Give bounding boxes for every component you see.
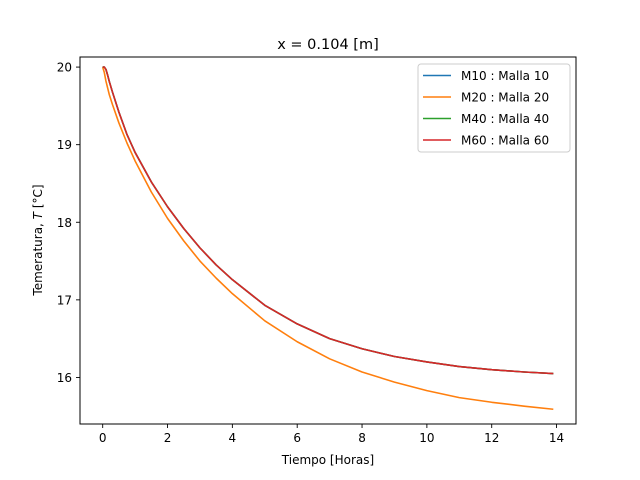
y-axis-label-unit: [°C] — [31, 184, 45, 212]
legend-label-1: M10 : Malla 10 — [461, 69, 549, 83]
legend-items: M10 : Malla 10 M20 : Malla 20 M40 : Malla … — [423, 69, 549, 148]
legend-label-4: M60 : Malla 60 — [461, 134, 549, 148]
y-tick-label: 17 — [57, 293, 72, 307]
y-axis-label: Temeratura, T [°C] — [31, 184, 45, 296]
plot-frame — [79, 56, 577, 425]
series-line-2 — [101, 66, 554, 411]
x-tick-label: 6 — [293, 431, 301, 445]
x-tick-label: 8 — [358, 431, 366, 445]
x-tick-label: 4 — [229, 431, 237, 445]
x-axis: 0 2 4 6 8 10 12 14 — [99, 424, 564, 445]
x-axis-label: Tiempo [Horas] — [281, 453, 374, 467]
y-axis-label-prefix: Temeratura, — [31, 219, 45, 296]
legend-box — [417, 63, 571, 153]
x-tick-label: 12 — [484, 431, 499, 445]
y-tick-label: 20 — [57, 61, 72, 75]
x-tick-label: 0 — [99, 431, 107, 445]
y-tick-label: 18 — [57, 216, 72, 230]
series-lines — [101, 66, 554, 411]
x-tick-label: 10 — [419, 431, 434, 445]
y-axis-label-variable: T — [31, 210, 45, 219]
legend: M10 : Malla 10 M20 : Malla 20 M40 : Malla … — [417, 63, 571, 153]
y-axis: 16 17 18 19 20 — [57, 61, 80, 385]
series-line-4 — [102, 66, 554, 375]
legend-label-3: M40 : Malla 40 — [461, 112, 549, 126]
chart-title: x = 0.104 [m] — [277, 37, 379, 53]
y-tick-label: 16 — [57, 371, 72, 385]
legend-label-2: M20 : Malla 20 — [461, 91, 549, 105]
x-tick-label: 14 — [549, 431, 564, 445]
x-tick-label: 2 — [164, 431, 172, 445]
y-tick-label: 19 — [57, 138, 72, 152]
